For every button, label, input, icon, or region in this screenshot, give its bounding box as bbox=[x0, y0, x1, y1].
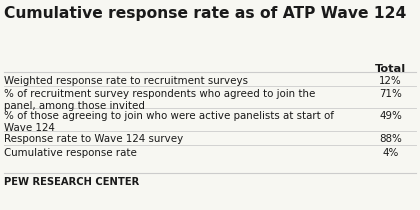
Text: % of recruitment survey respondents who agreed to join the
panel, among those in: % of recruitment survey respondents who … bbox=[4, 89, 315, 111]
Text: PEW RESEARCH CENTER: PEW RESEARCH CENTER bbox=[4, 177, 139, 188]
Text: Weighted response rate to recruitment surveys: Weighted response rate to recruitment su… bbox=[4, 76, 248, 86]
Text: Response rate to Wave 124 survey: Response rate to Wave 124 survey bbox=[4, 134, 184, 144]
Text: 49%: 49% bbox=[379, 111, 402, 121]
Text: 71%: 71% bbox=[379, 89, 402, 99]
Text: % of those agreeing to join who were active panelists at start of
Wave 124: % of those agreeing to join who were act… bbox=[4, 111, 334, 133]
Text: Cumulative response rate as of ATP Wave 124: Cumulative response rate as of ATP Wave … bbox=[4, 6, 407, 21]
Text: 88%: 88% bbox=[379, 134, 402, 144]
Text: 4%: 4% bbox=[383, 148, 399, 158]
Text: Cumulative response rate: Cumulative response rate bbox=[4, 148, 137, 158]
Text: 12%: 12% bbox=[379, 76, 402, 86]
Text: Total: Total bbox=[375, 64, 406, 74]
